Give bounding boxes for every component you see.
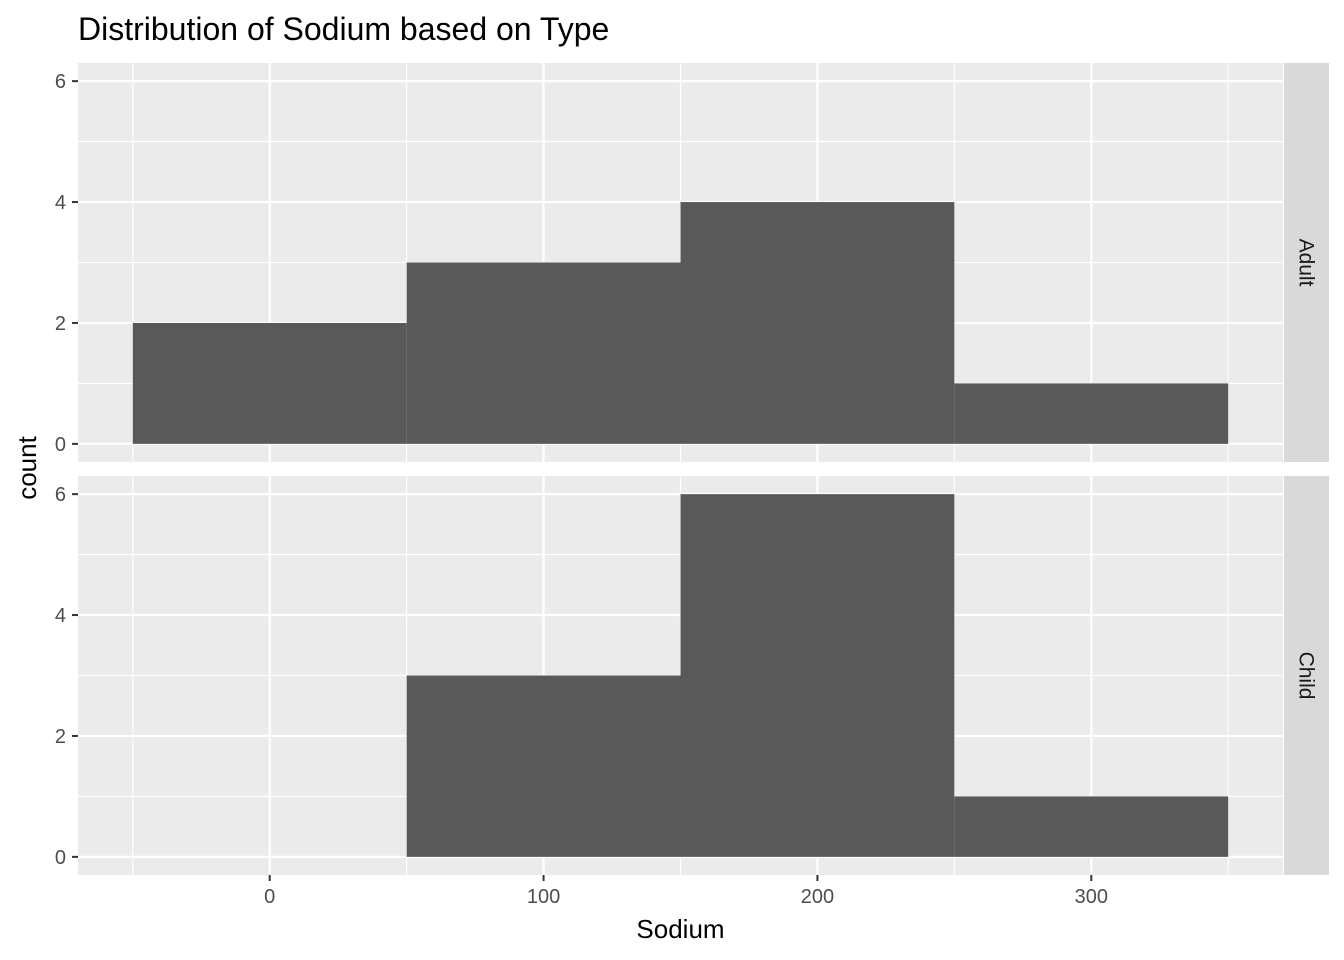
facet-strip-label: Child [1295, 652, 1318, 700]
facet-strip [1284, 476, 1329, 875]
y-tick-label: 4 [55, 605, 66, 627]
chart-title: Distribution of Sodium based on Type [78, 11, 609, 47]
histogram-bar [680, 494, 955, 857]
histogram-bar [954, 796, 1229, 857]
x-axis-title: Sodium [636, 914, 724, 944]
x-tick-label: 100 [527, 886, 560, 908]
x-tick-label: 0 [264, 886, 275, 908]
x-tick-label: 300 [1075, 886, 1108, 908]
y-tick-label: 2 [55, 726, 66, 748]
histogram-bar [132, 322, 407, 444]
histogram-bar [406, 675, 681, 857]
y-tick-label: 6 [55, 71, 66, 93]
facet-panels: 0 2 4 6 Adult 0 2 4 6 Child [55, 63, 1329, 875]
histogram-bar [954, 383, 1229, 444]
y-axis-title: count [12, 435, 42, 499]
histogram-bar [680, 202, 955, 444]
facet-strip [1284, 63, 1329, 462]
y-tick-label: 0 [55, 434, 66, 456]
y-tick-label: 0 [55, 847, 66, 869]
y-tick-label: 6 [55, 484, 66, 506]
facet-panel-child: 0 2 4 6 Child [55, 476, 1329, 875]
y-tick-label: 4 [55, 192, 66, 214]
x-tick-label: 200 [801, 886, 834, 908]
facet-strip-label: Adult [1295, 239, 1318, 287]
y-tick-label: 2 [55, 313, 66, 335]
facet-panel-adult: 0 2 4 6 Adult [55, 63, 1329, 462]
histogram-bar [406, 262, 681, 444]
x-axis: 0 100 200 300 [264, 875, 1108, 908]
